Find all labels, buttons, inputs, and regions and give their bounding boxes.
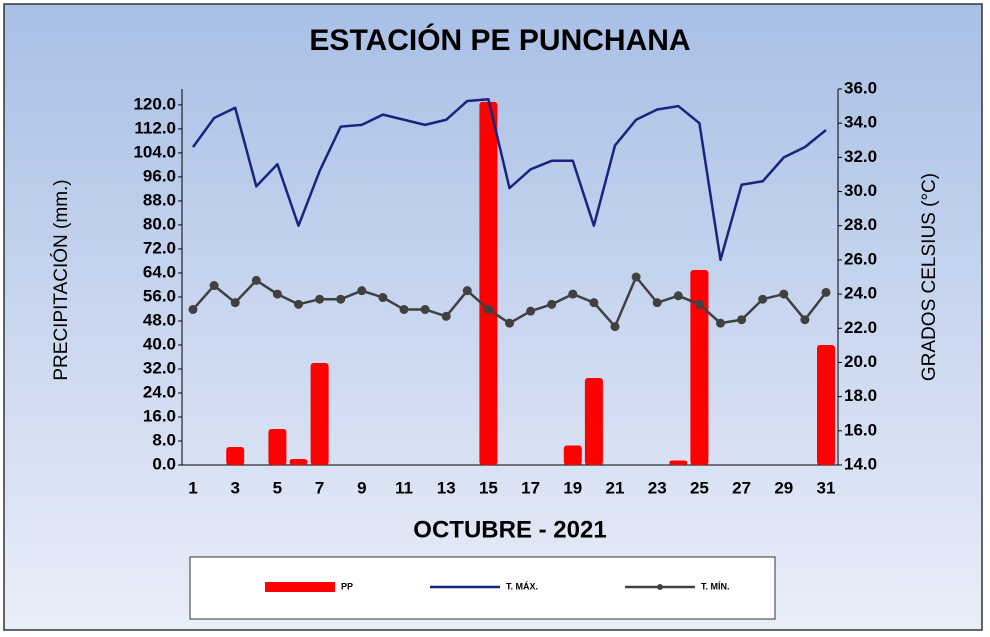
y-tick-label: 16.0 [143,406,176,425]
y-tick-label: 24.0 [143,382,176,401]
legend-swatch [265,582,335,592]
y2-tick-label: 26.0 [844,249,877,268]
legend-label: PP [341,581,353,591]
marker [294,299,303,309]
x-tick-label: 5 [273,478,282,497]
marker [610,322,620,332]
y-tick-label: 40.0 [143,334,176,353]
y-tick-label: 8.0 [152,430,176,449]
marker [758,294,768,304]
y2-tick-label: 14.0 [844,454,877,473]
bar [669,460,688,465]
bar [690,269,709,465]
marker [779,289,789,299]
x-tick-label: 25 [690,478,709,497]
x-tick-label: 21 [606,478,625,497]
marker [652,298,662,308]
y2-axis-label: GRADOS CELSIUS (°C) [919,173,940,381]
y-tick-label: 104.0 [133,142,176,161]
marker [441,311,451,321]
y2-tick-label: 18.0 [844,386,877,405]
legend-label: T. MÁX. [506,581,538,591]
bar [563,445,582,465]
x-tick-label: 13 [437,478,456,497]
marker [272,289,282,299]
marker [631,272,641,282]
x-tick-label: 11 [395,478,413,497]
y-tick-label: 56.0 [143,286,176,305]
marker [420,304,430,314]
y2-tick-label: 28.0 [844,215,877,234]
y-tick-label: 72.0 [143,238,176,257]
marker [188,304,198,314]
marker [357,286,367,296]
y-tick-label: 32.0 [143,358,176,377]
bar [226,446,245,465]
x-tick-label: 23 [648,478,667,497]
legend-marker [657,584,663,590]
marker [716,318,725,328]
y-tick-label: 96.0 [143,166,176,185]
x-tick-label: 19 [563,478,582,497]
chart-title: ESTACIÓN PE PUNCHANA [309,23,690,57]
marker [315,294,325,304]
marker [462,286,472,296]
y2-tick-label: 22.0 [844,318,877,337]
marker [568,289,578,299]
y-tick-label: 112.0 [134,118,176,137]
marker [336,294,346,304]
marker [673,291,683,301]
x-tick-label: 3 [230,478,239,497]
x-tick-label: 31 [817,478,836,497]
marker [589,298,599,308]
line [191,98,827,262]
y-axis-label: PRECIPITACIÓN (mm.) [50,179,72,380]
y2-tick-label: 32.0 [844,147,877,166]
y2-tick-label: 16.0 [844,420,877,439]
y2-tick-label: 24.0 [844,284,877,303]
marker [209,281,219,291]
marker [800,315,810,325]
y2-tick-label: 20.0 [844,352,877,371]
y-tick-label: 64.0 [143,262,176,281]
bar [817,344,835,465]
bar [584,377,603,465]
x-tick-label: 7 [315,478,324,497]
y2-tick-label: 30.0 [844,181,877,200]
y-tick-label: 80.0 [143,214,176,233]
marker [694,299,704,309]
y-tick-label: 48.0 [143,310,176,329]
marker [547,299,557,309]
y-tick-label: 0.0 [152,454,176,473]
marker [821,287,831,297]
x-tick-label: 1 [188,478,197,497]
bar [310,362,329,465]
bar [268,428,287,465]
marker [737,315,747,325]
x-tick-label: 17 [521,478,540,497]
marker [251,275,261,285]
x-tick-label: 27 [732,478,751,497]
x-tick-label: 15 [479,478,498,497]
marker [505,318,514,328]
marker [378,293,388,303]
y2-tick-label: 34.0 [844,113,877,132]
x-tick-label: 29 [774,478,793,497]
bar [479,101,498,465]
y-tick-label: 88.0 [143,190,176,209]
marker [526,306,536,316]
y2-tick-label: 36.0 [844,78,877,97]
marker [230,298,240,308]
bar [289,458,308,465]
legend-label: T. MÍN. [701,581,730,591]
marker [399,304,409,314]
y-tick-label: 120.0 [133,94,176,113]
marker [483,304,493,314]
x-tick-label: 9 [357,478,366,497]
x-axis-label: OCTUBRE - 2021 [413,516,606,543]
